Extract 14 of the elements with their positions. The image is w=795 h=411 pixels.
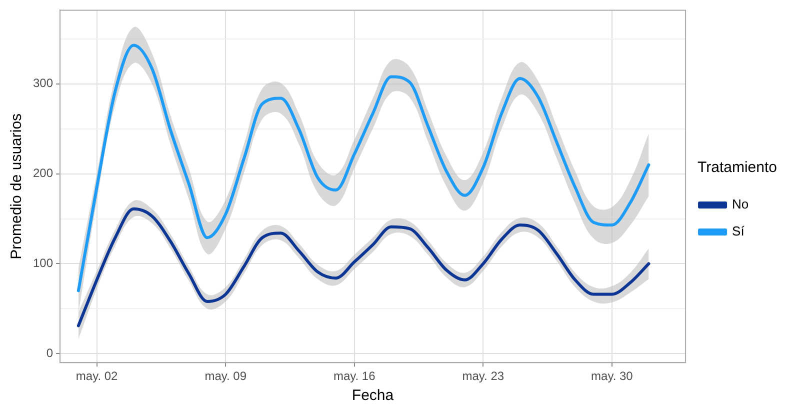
legend-label: Sí <box>732 224 745 239</box>
y-tick-label: 0 <box>46 346 54 360</box>
x-tick-label: may. 23 <box>462 369 504 384</box>
x-tick-label: may. 30 <box>591 369 634 384</box>
y-tick-label: 300 <box>32 76 54 90</box>
legend-label: No <box>732 196 749 212</box>
legend-title: Tratamiento <box>698 159 778 176</box>
x-tick-label: may. 16 <box>333 369 376 384</box>
x-tick-label: may. 09 <box>204 369 247 384</box>
y-tick-label: 200 <box>32 166 54 180</box>
x-axis-title: Fecha <box>352 387 394 404</box>
y-tick-label: 100 <box>32 256 54 270</box>
y-axis-title: Promedio de usuarios <box>8 113 26 260</box>
x-tick-label: may. 02 <box>76 369 118 384</box>
